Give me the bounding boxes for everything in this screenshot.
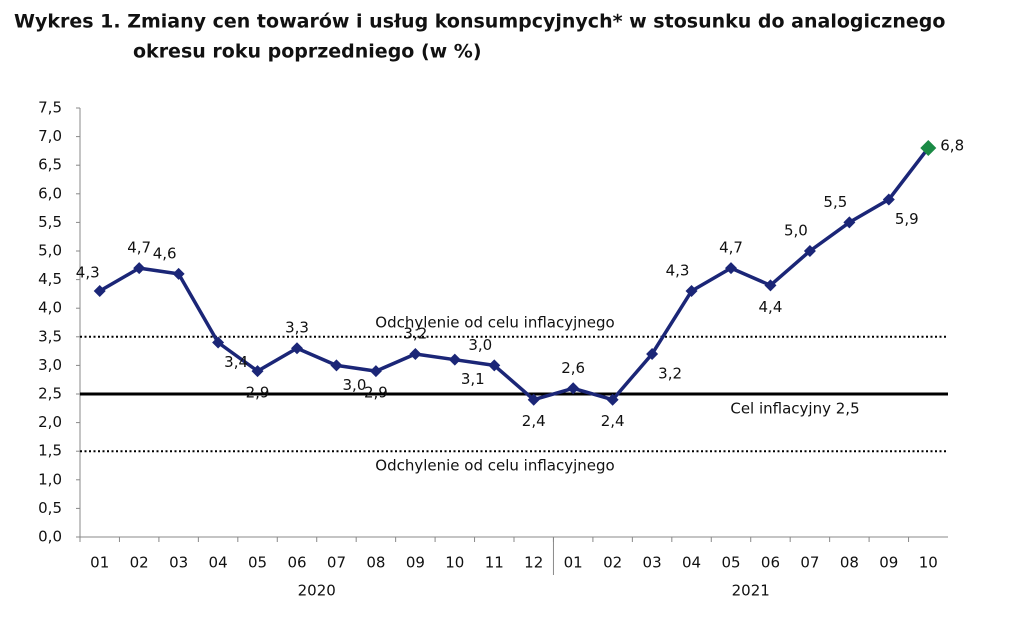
y-tick-label: 4,0 [38, 299, 62, 317]
value-label: 4,7 [719, 239, 743, 257]
marker [172, 267, 185, 280]
x-tick-label: 03 [643, 554, 662, 572]
marker [527, 393, 540, 406]
y-tick-label: 6,0 [38, 184, 62, 202]
y-tick-label: 2,5 [38, 385, 62, 403]
value-label: 5,5 [823, 193, 847, 211]
marker [567, 382, 580, 395]
marker [882, 193, 895, 206]
marker [251, 365, 264, 378]
value-label: 3,2 [658, 364, 682, 382]
marker [409, 347, 422, 360]
value-label: 2,9 [364, 384, 388, 402]
marker [93, 285, 106, 298]
y-tick-label: 1,0 [38, 470, 62, 488]
value-label: 3,0 [468, 336, 492, 354]
value-label: 3,3 [285, 319, 309, 337]
x-tick-label: 07 [800, 554, 819, 572]
marker [330, 359, 343, 372]
value-label: 4,4 [759, 298, 783, 316]
marker [646, 347, 659, 360]
value-label: 2,6 [561, 359, 585, 377]
x-tick-label: 11 [485, 554, 504, 572]
marker [764, 279, 777, 292]
reference-label: Odchylenie od celu inflacyjnego [375, 457, 614, 475]
x-tick-label: 01 [90, 554, 109, 572]
value-label: 4,3 [76, 264, 100, 282]
y-tick-label: 2,0 [38, 413, 62, 431]
value-label: 4,6 [153, 244, 177, 262]
value-label: 4,7 [127, 239, 151, 257]
y-tick-label: 3,5 [38, 327, 62, 345]
value-label: 3,2 [403, 324, 427, 342]
marker [212, 336, 225, 349]
x-tick-label: 06 [761, 554, 780, 572]
value-label: 2,9 [246, 384, 270, 402]
reference-label: Cel inflacyjny 2,5 [730, 400, 859, 418]
x-tick-label: 06 [287, 554, 306, 572]
marker [291, 342, 303, 355]
chart-title: Wykres 1. Zmiany cen towarów i usług kon… [14, 11, 945, 33]
x-tick-label: 08 [840, 554, 859, 572]
y-tick-label: 0,5 [38, 499, 62, 517]
marker [803, 245, 816, 257]
y-tick-label: 7,5 [38, 99, 62, 117]
reference-label: Odchylenie od celu inflacyjnego [375, 313, 614, 331]
x-tick-label: 05 [721, 554, 740, 572]
x-tick-label: 08 [366, 554, 385, 572]
marker [448, 353, 461, 366]
marker [488, 359, 501, 372]
y-tick-label: 0,0 [38, 528, 62, 546]
x-tick-label: 04 [209, 554, 228, 572]
line [98, 146, 930, 402]
value-label: 3,0 [343, 376, 367, 394]
x-tick-label: 07 [327, 554, 346, 572]
value-label: 2,4 [601, 412, 625, 430]
y-tick-label: 6,5 [38, 156, 62, 174]
y-tick-label: 7,0 [38, 127, 62, 145]
y-tick-label: 4,5 [38, 270, 62, 288]
value-label: 6,8 [940, 137, 964, 155]
x-tick-label: 10 [445, 554, 464, 572]
value-label: 5,9 [895, 210, 919, 228]
x-tick-label: 09 [406, 554, 425, 572]
x-tick-label: 09 [879, 554, 898, 572]
x-tick-label: 01 [564, 554, 583, 572]
x-tick-label: 12 [524, 554, 543, 572]
value-label: 3,1 [461, 370, 485, 388]
marker [685, 285, 698, 298]
marker [920, 140, 937, 157]
group-label: 2021 [732, 582, 770, 600]
y-tick-label: 3,0 [38, 356, 62, 374]
group-label: 2020 [298, 582, 336, 600]
y-tick-label: 1,5 [38, 442, 62, 460]
y-tick-label: 5,0 [38, 242, 62, 260]
marker [369, 365, 382, 378]
x-tick-label: 05 [248, 554, 267, 572]
x-tick-label: 04 [682, 554, 701, 572]
chart-title: okresu roku poprzedniego (w %) [133, 41, 482, 63]
value-label: 2,4 [522, 412, 546, 430]
value-label: 4,3 [666, 262, 690, 280]
y-tick-label: 5,5 [38, 213, 62, 231]
x-tick-label: 02 [130, 554, 149, 572]
x-tick-label: 02 [603, 554, 622, 572]
x-tick-label: 10 [919, 554, 938, 572]
value-label: 3,4 [224, 353, 248, 371]
x-tick-label: 03 [169, 554, 188, 572]
marker [725, 262, 737, 275]
marker [133, 262, 146, 275]
marker [843, 216, 856, 229]
marker [606, 393, 619, 406]
value-label: 5,0 [784, 222, 808, 240]
